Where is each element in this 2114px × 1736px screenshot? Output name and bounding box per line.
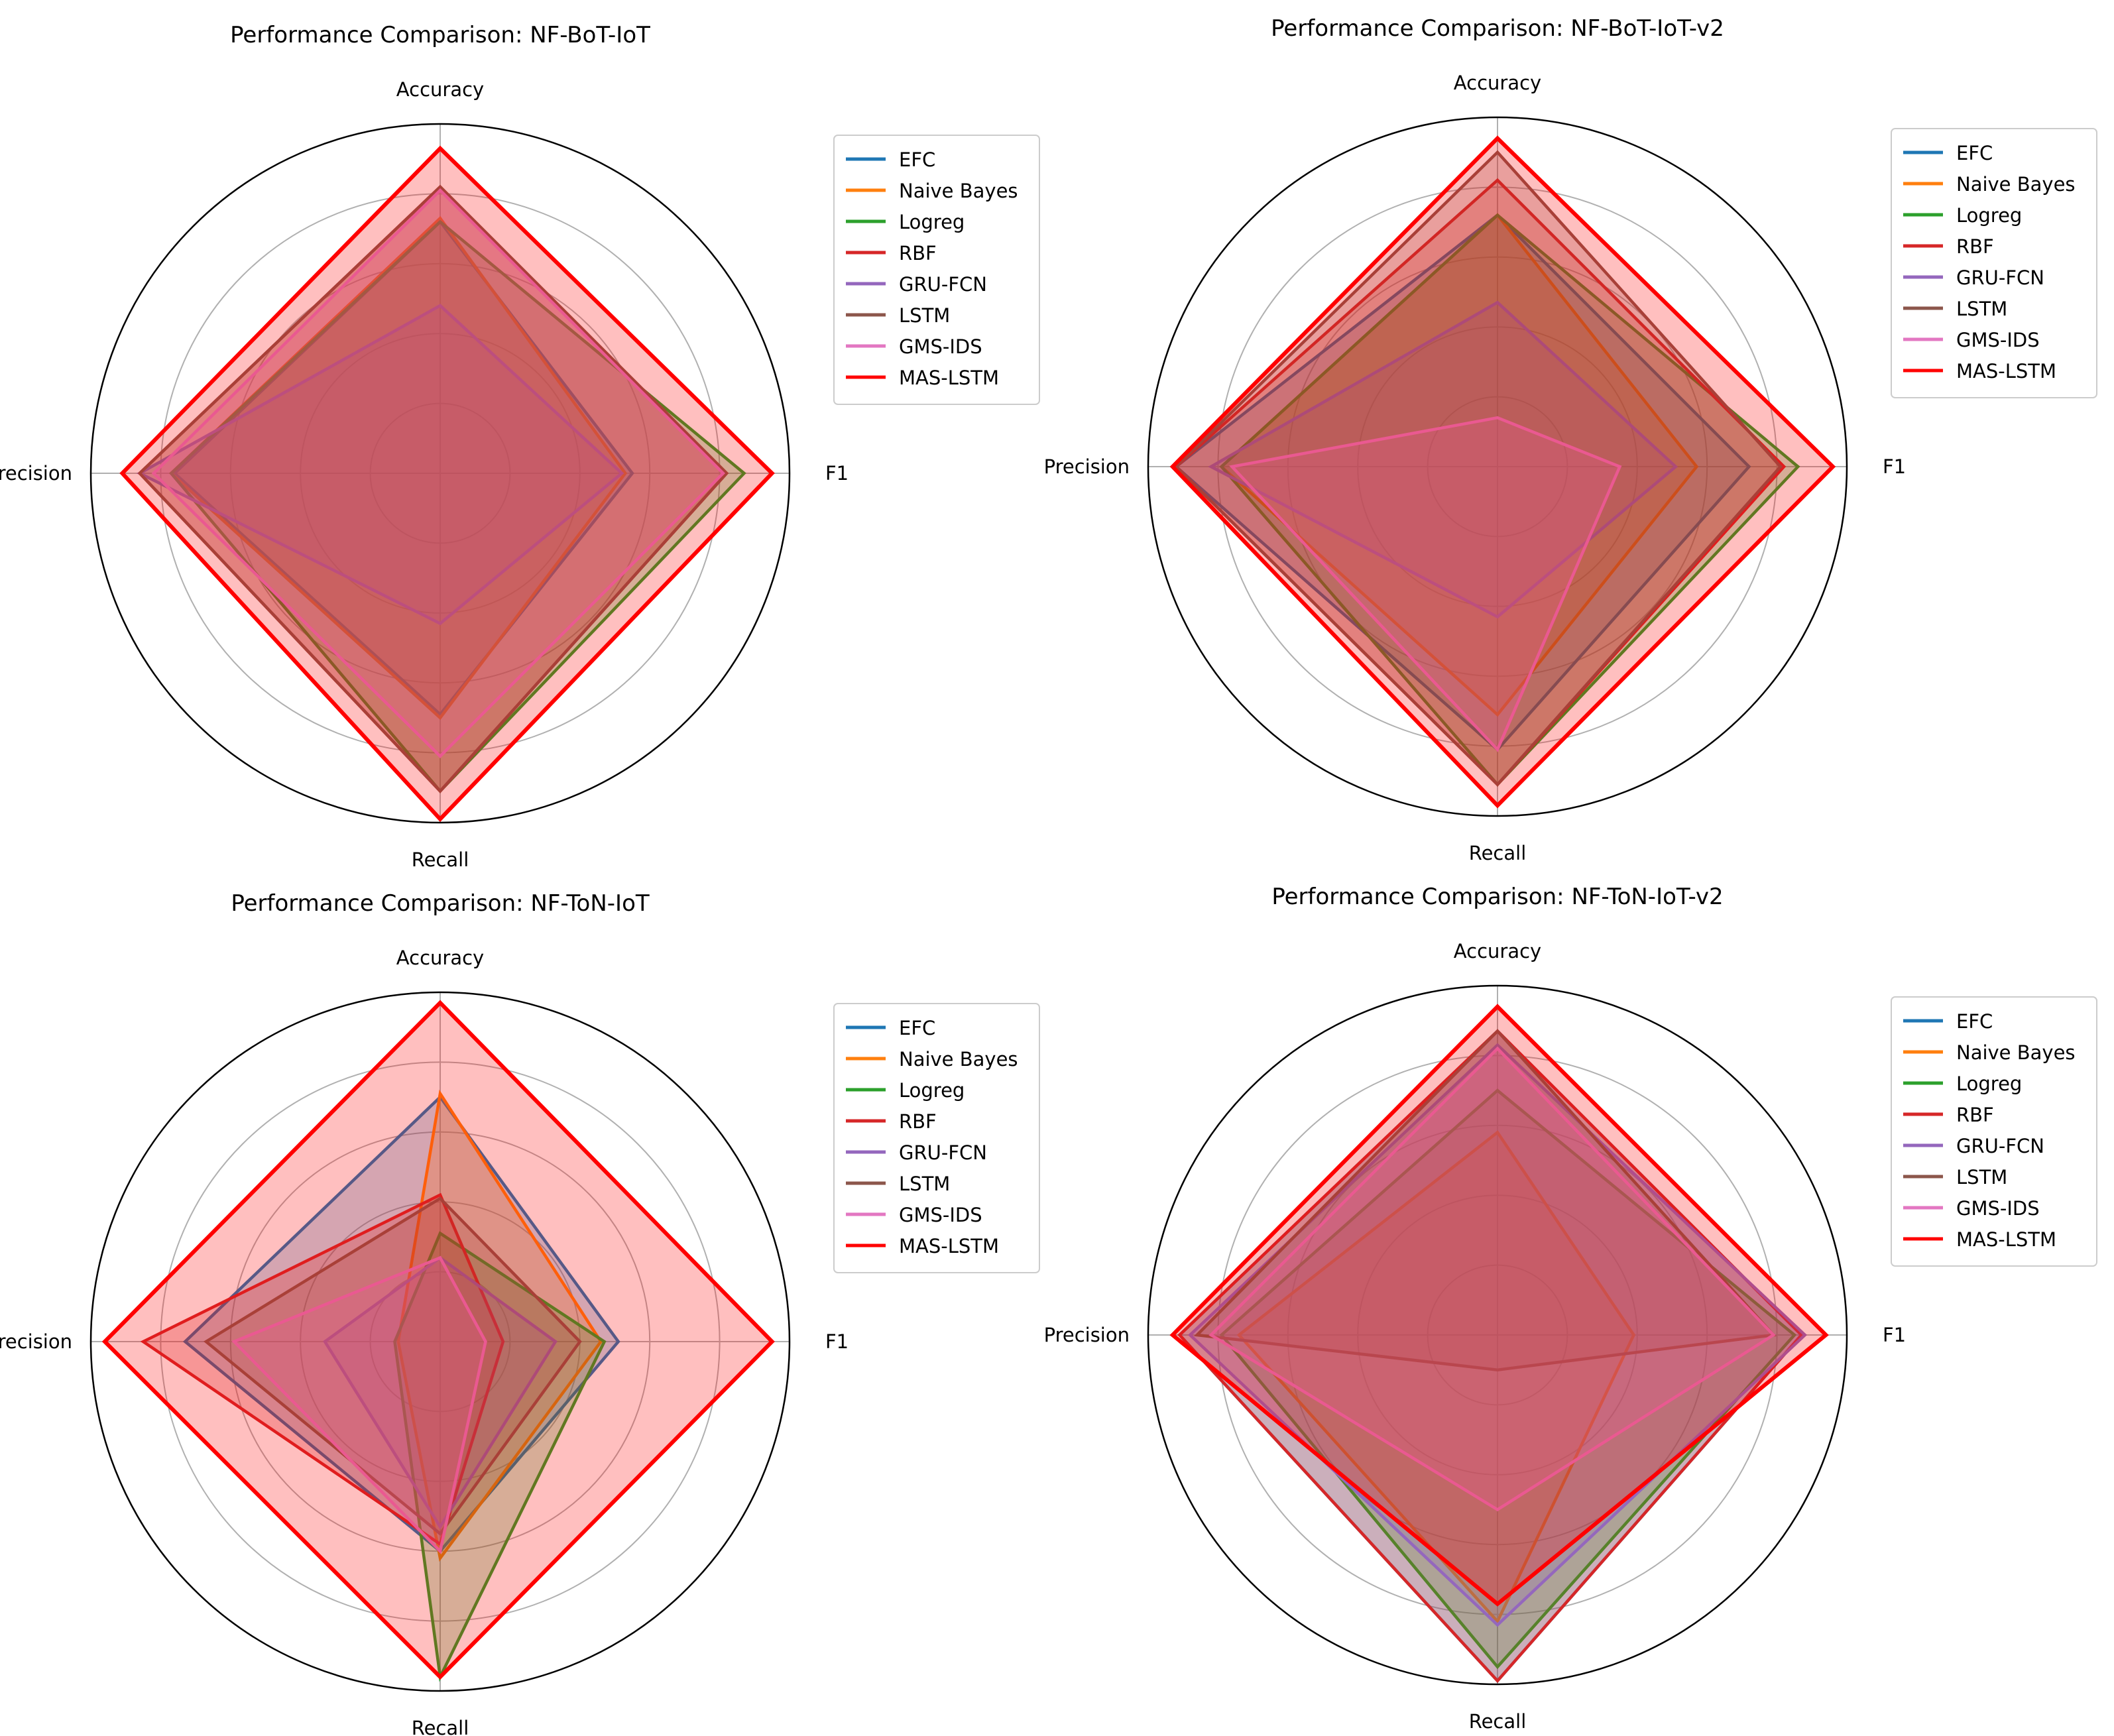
- legend-label: RBF: [1956, 1104, 1994, 1126]
- series-polygon-lstm: [1173, 150, 1783, 787]
- legend-label: Logreg: [899, 1079, 965, 1102]
- radar-panel: Performance Comparison: NF-ToN-IoT-v2 Acc…: [1044, 884, 2097, 1733]
- legend-label: LSTM: [1956, 1166, 2007, 1188]
- legend-frame: [1891, 128, 2097, 398]
- polar-frame: [89, 123, 791, 824]
- series-polygon-gms-ids: [1229, 416, 1622, 752]
- legend-label: MAS-LSTM: [1956, 360, 2056, 382]
- polar-frame: [1147, 116, 1848, 817]
- axis-label: F1: [825, 1330, 849, 1353]
- series-polygon-gru-fcn: [1208, 300, 1678, 619]
- radar-panel: Performance Comparison: NF-BoT-IoT Accura…: [0, 22, 1040, 871]
- axis-label: Accuracy: [1454, 72, 1541, 94]
- series-polygon-naive-bayes: [1236, 1130, 1636, 1625]
- legend-label: GRU-FCN: [1956, 266, 2044, 289]
- series-polygon-mas-lstm: [1169, 1004, 1829, 1607]
- legend-label: MAS-LSTM: [899, 1235, 999, 1257]
- axis-label: Accuracy: [1454, 940, 1541, 962]
- series-polygon-gru-fcn: [323, 1255, 558, 1530]
- series-polygon-efc: [172, 219, 634, 717]
- series-polygon-mas-lstm: [101, 1000, 775, 1680]
- series-polygon-gms-ids: [231, 1255, 487, 1554]
- legend-label: GMS-IDS: [899, 1204, 982, 1226]
- axis-label: Precision: [0, 462, 72, 485]
- legend-label: LSTM: [899, 304, 950, 327]
- polar-frame: [89, 991, 791, 1692]
- legend-label: Naive Bayes: [1956, 1041, 2076, 1064]
- legend: EFC Naive Bayes Logreg RBF GRU-FCN LSTM GMS-ID…: [833, 135, 1040, 405]
- series-polygon-naive-bayes: [396, 1089, 603, 1562]
- axis-label: F1: [1883, 1324, 1906, 1346]
- legend-label: MAS-LSTM: [1956, 1228, 2056, 1251]
- legend-label: GRU-FCN: [1956, 1135, 2044, 1157]
- series-polygon-gms-ids: [151, 188, 726, 759]
- legend-label: Naive Bayes: [899, 180, 1018, 202]
- legend-label: GMS-IDS: [1956, 329, 2040, 351]
- axis-label: F1: [1883, 455, 1906, 478]
- legend-label: EFC: [1956, 142, 1993, 164]
- legend-label: LSTM: [1956, 298, 2007, 320]
- axis-label: Accuracy: [396, 78, 484, 101]
- legend-label: Logreg: [899, 211, 965, 233]
- legend: EFC Naive Bayes Logreg RBF GRU-FCN LSTM GMS-ID…: [1891, 996, 2097, 1267]
- legend-label: RBF: [899, 1110, 937, 1133]
- chart-title: Performance Comparison: NF-ToN-IoT-v2: [1271, 884, 1723, 910]
- legend-frame: [833, 1003, 1040, 1273]
- series-polygon-lstm: [137, 184, 729, 793]
- legend-label: MAS-LSTM: [899, 367, 999, 389]
- axis-label: Precision: [0, 1330, 72, 1353]
- legend-label: RBF: [1956, 235, 1994, 258]
- legend-label: Logreg: [1956, 204, 2022, 227]
- legend: EFC Naive Bayes Logreg RBF GRU-FCN LSTM GMS-ID…: [833, 1003, 1040, 1273]
- series-polygon-lstm: [1193, 1029, 1777, 1371]
- legend-label: LSTM: [899, 1173, 950, 1195]
- legend-frame: [833, 135, 1040, 405]
- chart-title: Performance Comparison: NF-BoT-IoT-v2: [1271, 15, 1724, 42]
- axis-label: Precision: [1044, 1324, 1130, 1346]
- axis-label: Accuracy: [396, 947, 484, 969]
- radar-panel: Performance Comparison: NF-BoT-IoT-v2 Acc…: [1044, 15, 2097, 864]
- chart-title: Performance Comparison: NF-ToN-IoT: [231, 890, 650, 917]
- axis-label: Recall: [1469, 842, 1527, 864]
- axis-label: Recall: [412, 848, 469, 871]
- legend-label: GMS-IDS: [899, 335, 982, 358]
- legend-label: Logreg: [1956, 1072, 2022, 1095]
- legend-label: GRU-FCN: [899, 1141, 987, 1164]
- legend-label: Naive Bayes: [899, 1048, 1018, 1071]
- axis-label: Recall: [1469, 1710, 1527, 1733]
- legend: EFC Naive Bayes Logreg RBF GRU-FCN LSTM GMS-ID…: [1891, 128, 2097, 398]
- series-polygon-gru-fcn: [136, 304, 624, 626]
- radar-panel: Performance Comparison: NF-ToN-IoT Accura…: [0, 890, 1040, 1736]
- legend-label: RBF: [899, 242, 937, 264]
- series-polygon-gms-ids: [1208, 1046, 1776, 1512]
- legend-label: GMS-IDS: [1956, 1197, 2040, 1220]
- legend-label: Naive Bayes: [1956, 173, 2076, 196]
- series-polygon-mas-lstm: [1169, 135, 1836, 809]
- chart-title: Performance Comparison: NF-BoT-IoT: [230, 22, 650, 48]
- legend-label: EFC: [899, 1017, 935, 1039]
- polar-frame: [1147, 984, 1848, 1686]
- legend-label: EFC: [1956, 1010, 1993, 1033]
- axis-label: Recall: [412, 1717, 469, 1736]
- axis-label: F1: [825, 462, 849, 485]
- series-polygon-mas-lstm: [119, 145, 775, 823]
- series-polygon-lstm: [204, 1196, 582, 1536]
- axis-label: Precision: [1044, 455, 1130, 478]
- legend-label: GRU-FCN: [899, 273, 987, 296]
- legend-frame: [1891, 996, 2097, 1267]
- legend-label: EFC: [899, 148, 935, 171]
